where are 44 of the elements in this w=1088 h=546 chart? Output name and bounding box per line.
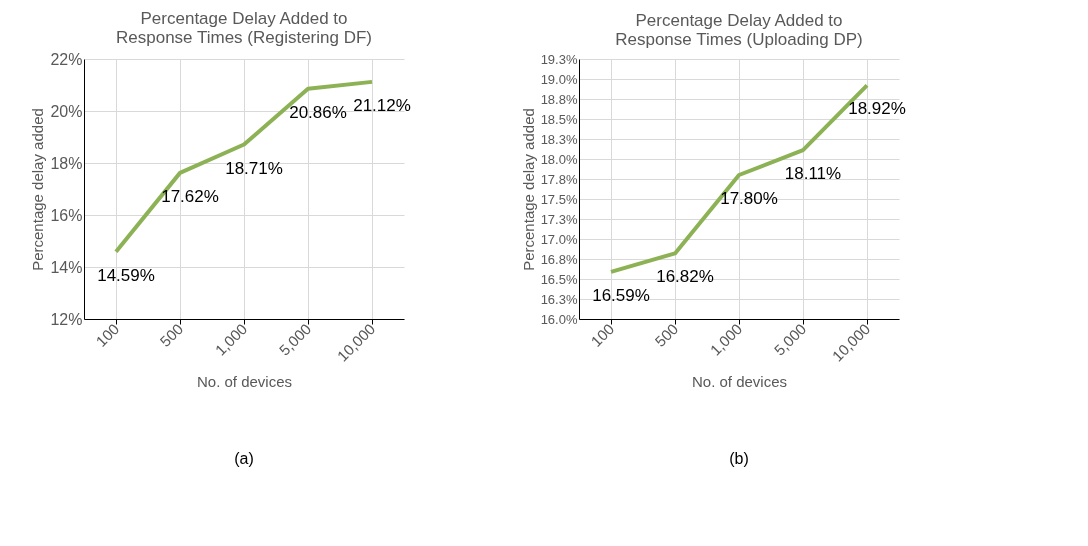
y-tick-label: 17.0%: [540, 231, 578, 247]
x-tick-label: 500: [651, 320, 682, 350]
x-axis-title: No. of devices: [691, 372, 788, 390]
y-tick-label: 17.8%: [540, 171, 578, 187]
y-tick-label: 22%: [50, 50, 83, 68]
y-tick-label: 19.3%: [540, 51, 578, 67]
y-tick-label: 17.3%: [540, 211, 578, 227]
text: Response Times (Uploading DP): [615, 30, 863, 49]
text: Percentage Delay Added to: [140, 9, 348, 28]
y-tick-label: 17.5%: [540, 191, 578, 207]
data-label: 18.71%: [225, 158, 283, 178]
x-tick-label: 100: [587, 320, 618, 350]
text: (b): [729, 450, 749, 467]
y-tick-label: 16.8%: [540, 251, 578, 267]
data-label: 18.11%: [784, 164, 842, 184]
y-tick-label: 16%: [50, 206, 83, 224]
data-label: 14.59%: [97, 265, 155, 285]
data-label: 17.62%: [161, 186, 219, 206]
data-label: 21.12%: [353, 95, 411, 115]
y-tick-label: 12%: [50, 310, 83, 328]
x-tick-label: 500: [156, 320, 187, 350]
data-label: 20.86%: [289, 102, 347, 122]
y-tick-label: 18.5%: [540, 111, 578, 127]
y-tick-label: 18.3%: [540, 131, 578, 147]
data-label: 16.82%: [656, 267, 714, 287]
text: Response Times (Registering DF): [115, 28, 373, 47]
data-label: 18.92%: [848, 99, 906, 119]
text: Percentage Delay Added to: [635, 11, 843, 30]
y-tick-label: 20%: [50, 102, 83, 120]
y-axis-title: Percentage delay added: [519, 108, 537, 271]
y-tick-label: 14%: [50, 258, 83, 276]
y-tick-label: 18.8%: [540, 91, 578, 107]
y-axis-title: Percentage delay added: [29, 108, 47, 271]
x-axis-title: No. of devices: [196, 372, 293, 390]
y-tick-label: 16.3%: [540, 291, 578, 307]
y-tick-label: 18.0%: [540, 151, 578, 167]
data-label: 17.80%: [720, 189, 778, 208]
data-label: 16.59%: [592, 285, 650, 305]
y-tick-label: 18%: [50, 154, 83, 172]
y-tick-label: 16.0%: [540, 311, 578, 327]
x-tick-label: 100: [92, 320, 123, 350]
text: (a): [234, 450, 254, 467]
y-tick-label: 16.5%: [540, 271, 578, 287]
y-tick-label: 19.0%: [540, 71, 578, 87]
